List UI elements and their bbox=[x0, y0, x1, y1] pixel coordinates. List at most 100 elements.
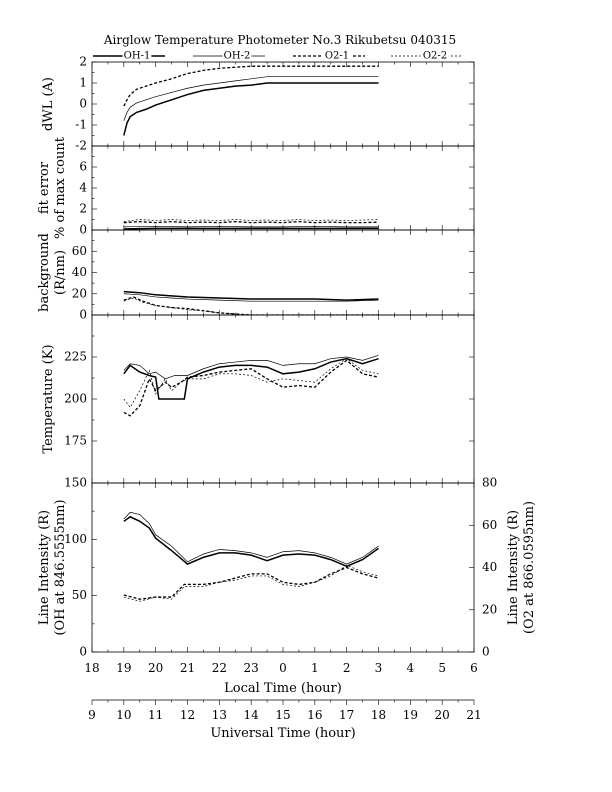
legend: OH-1 OH-2 O2-1 O2-2 bbox=[93, 50, 463, 62]
ut-tick-label: 15 bbox=[275, 708, 290, 722]
panel-temperature: 175 200 225 Temperature (K) bbox=[41, 314, 475, 484]
y-tick-label: 2 bbox=[79, 55, 87, 69]
ut-tick-label: 12 bbox=[180, 708, 195, 722]
series-line-oh-1 bbox=[123, 515, 379, 568]
y-tick-label: -1 bbox=[75, 118, 87, 132]
panel-frame bbox=[91, 61, 475, 147]
series-line-oh-1 bbox=[123, 82, 379, 136]
y-tick-label: 100 bbox=[64, 532, 87, 546]
local-time-tick-label: 6 bbox=[470, 661, 478, 675]
legend-label-bg bbox=[420, 50, 450, 62]
ut-tick-label: 20 bbox=[435, 708, 450, 722]
local-time-tick-label: 2 bbox=[343, 661, 351, 675]
ut-tick-label: 13 bbox=[212, 708, 227, 722]
legend-label-o2-2: O2-2 bbox=[423, 51, 447, 62]
y-tick-label: 0 bbox=[79, 308, 87, 322]
universal-time-axis-label: Universal Time (hour) bbox=[210, 726, 355, 741]
y-tick-label: -2 bbox=[75, 139, 87, 153]
y-right-tick-label: 0 bbox=[482, 645, 490, 659]
y-tick-label: 175 bbox=[64, 434, 87, 448]
ut-tick-label: 16 bbox=[307, 708, 322, 722]
y-right-axis-label-line2: (O2 at 866.0595nm) bbox=[522, 501, 537, 634]
panel-frame bbox=[91, 482, 475, 653]
local-time-tick-label: 1 bbox=[311, 661, 319, 675]
series-line-o2-2 bbox=[123, 297, 379, 315]
legend-label-o2-1: O2-1 bbox=[325, 51, 349, 62]
series-line-oh-1 bbox=[123, 357, 379, 400]
y-axis-label: Temperature (K) bbox=[41, 344, 56, 453]
panel-frame bbox=[91, 314, 475, 484]
y-tick-label: 225 bbox=[64, 350, 87, 364]
series-line-oh-1 bbox=[123, 290, 379, 301]
x-axes: Local Time (hour) Universal Time (hour) … bbox=[84, 661, 481, 741]
y-tick-label: 50 bbox=[72, 588, 87, 602]
local-time-axis-label: Local Time (hour) bbox=[224, 681, 342, 696]
plot-panels: -2 -1 0 1 2 dWL (A) 0 2 4 6 fit error% of max coun… bbox=[37, 55, 537, 659]
ut-tick-label: 21 bbox=[466, 708, 481, 722]
y-tick-label: 150 bbox=[64, 476, 87, 490]
y-tick-label: 200 bbox=[64, 392, 87, 406]
local-time-tick-label: 21 bbox=[180, 661, 195, 675]
y-axis-label: fit error bbox=[37, 161, 52, 214]
ut-tick-label: 17 bbox=[339, 708, 354, 722]
ut-tick-label: 11 bbox=[148, 708, 163, 722]
series-line-oh-2 bbox=[123, 293, 379, 302]
local-time-tick-label: 23 bbox=[244, 661, 259, 675]
legend-label-oh-2: OH-2 bbox=[224, 51, 251, 62]
y-tick-label: 2 bbox=[79, 202, 87, 216]
y-axis-label: dWL (A) bbox=[41, 77, 56, 131]
panel-frame bbox=[91, 145, 475, 231]
local-time-tick-label: 3 bbox=[375, 661, 383, 675]
y-axis-label: background bbox=[37, 233, 52, 312]
ut-tick-label: 10 bbox=[116, 708, 131, 722]
y-axis-label-line2: % of max count bbox=[53, 136, 68, 239]
y-tick-label: 1 bbox=[79, 76, 87, 90]
legend-label-bg bbox=[322, 50, 352, 62]
y-right-tick-label: 40 bbox=[482, 560, 497, 574]
legend-label-bg bbox=[122, 50, 152, 62]
series-line-o2-1 bbox=[123, 566, 379, 600]
y-tick-label: 60 bbox=[72, 244, 87, 258]
y-tick-label: 40 bbox=[72, 265, 87, 279]
local-time-tick-label: 18 bbox=[84, 661, 99, 675]
series-line-o2-2 bbox=[123, 219, 379, 222]
y-tick-label: 0 bbox=[79, 97, 87, 111]
y-axis-label-line2: (OH at 846.5555nm) bbox=[53, 499, 68, 635]
y-tick-label: 20 bbox=[72, 286, 87, 300]
y-tick-label: 0 bbox=[79, 645, 87, 659]
panel-dwl: -2 -1 0 1 2 dWL (A) bbox=[41, 55, 475, 153]
chart-title: Airglow Temperature Photometer No.3 Riku… bbox=[103, 33, 456, 47]
series-line-o2-1 bbox=[123, 65, 379, 107]
y-right-tick-label: 60 bbox=[482, 518, 497, 532]
local-time-tick-label: 20 bbox=[148, 661, 163, 675]
series-line-o2-1 bbox=[123, 220, 379, 224]
ut-tick-label: 9 bbox=[88, 708, 96, 722]
series-line-oh-2 bbox=[123, 225, 379, 228]
y-right-tick-label: 80 bbox=[482, 476, 497, 490]
ut-tick-label: 18 bbox=[371, 708, 386, 722]
y-axis-label: Line Intensity (R) bbox=[37, 510, 52, 625]
series-line-oh-2 bbox=[123, 354, 379, 380]
series-line-oh-2 bbox=[123, 511, 379, 565]
series-line-oh-1 bbox=[123, 227, 379, 230]
y-tick-label: 4 bbox=[79, 181, 87, 195]
local-time-tick-label: 4 bbox=[407, 661, 415, 675]
ut-tick-label: 14 bbox=[244, 708, 260, 722]
y-right-tick-label: 20 bbox=[482, 602, 497, 616]
ut-tick-label: 19 bbox=[403, 708, 418, 722]
panel-fit_error: 0 2 4 6 fit error% of max count bbox=[37, 136, 475, 239]
series-line-o2-2 bbox=[123, 358, 379, 409]
y-tick-label: 0 bbox=[79, 223, 87, 237]
y-right-axis-label: Line Intensity (R) bbox=[506, 510, 521, 625]
series-line-o2-1 bbox=[123, 359, 379, 417]
y-axis-label-line2: (R/nm) bbox=[53, 250, 68, 295]
legend-label-bg bbox=[222, 50, 252, 62]
panel-background: 0 20 40 60 background (R/nm) bbox=[37, 229, 475, 322]
panel-frame bbox=[91, 229, 475, 316]
local-time-tick-label: 19 bbox=[116, 661, 131, 675]
legend-label-oh-1: OH-1 bbox=[124, 51, 151, 62]
series-line-o2-2 bbox=[123, 564, 379, 602]
local-time-tick-label: 5 bbox=[438, 661, 446, 675]
